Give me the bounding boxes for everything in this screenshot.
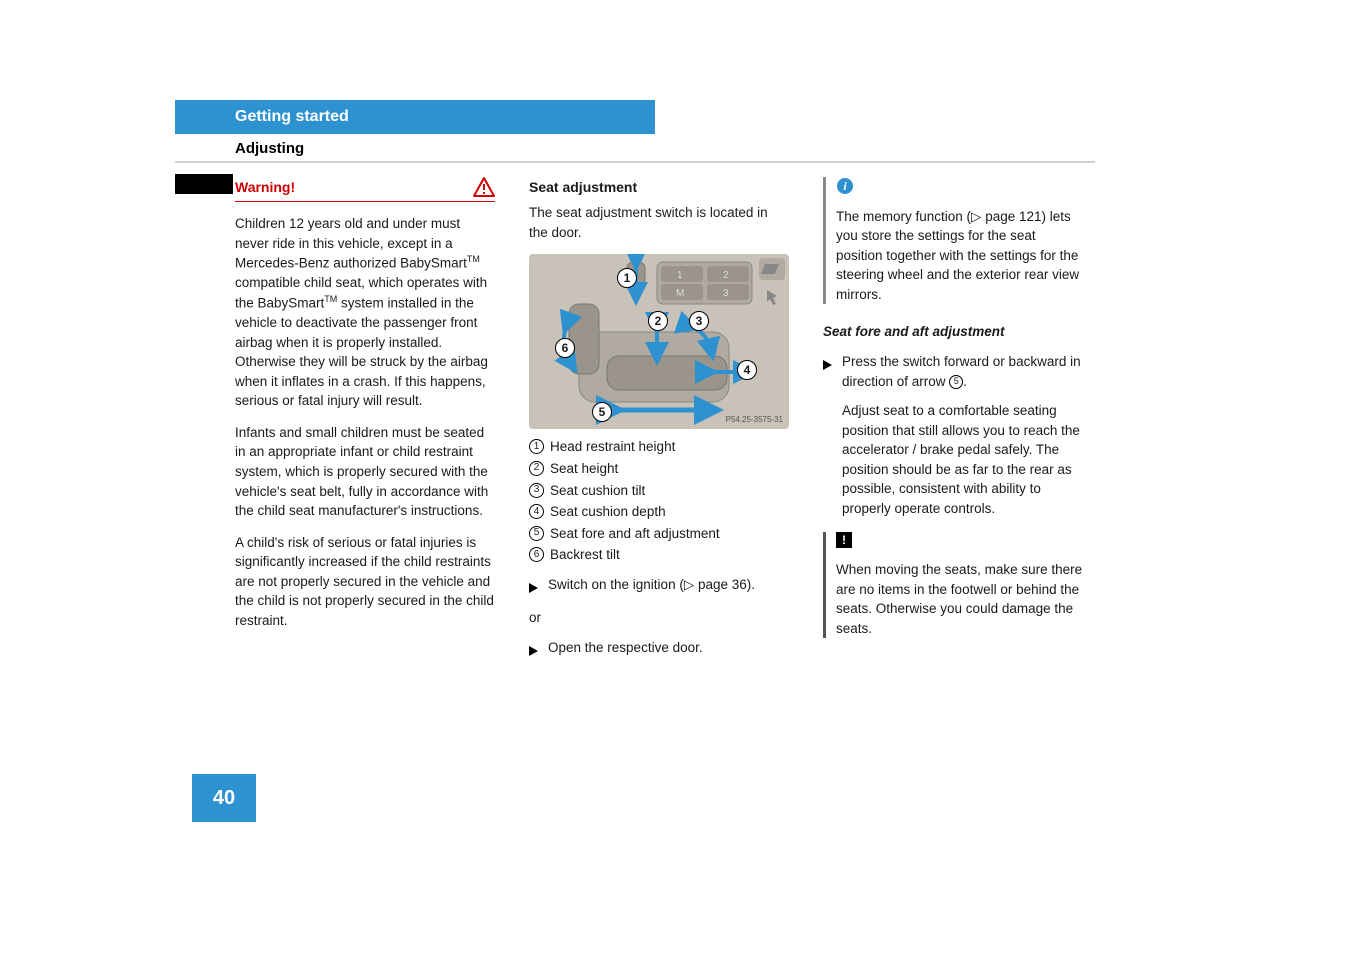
diagram-ref: P54.25-3575-31 (726, 414, 783, 426)
column-3: i The memory function (▷ page 121) lets … (823, 177, 1083, 671)
column-2: Seat adjustment The seat adjustment swit… (529, 177, 789, 671)
step-line: Press the switch forward or backward in … (842, 352, 1083, 391)
text: The memory function ( (836, 209, 971, 224)
play-icon (529, 642, 538, 662)
page-content: Getting started Adjusting Warning! Child… (175, 100, 1175, 671)
svg-text:2: 2 (723, 270, 729, 281)
seat-switch-diagram: 1 2 M 3 (529, 254, 789, 429)
legend-number: 1 (529, 439, 544, 454)
legend-label: Seat cushion tilt (550, 481, 645, 501)
warning-paragraph-3: A child's risk of serious or fatal injur… (235, 533, 495, 631)
text: . (963, 374, 967, 389)
text: system installed in the vehicle to deact… (235, 296, 488, 409)
seat-adjustment-title: Seat adjustment (529, 177, 789, 197)
play-icon (529, 579, 538, 599)
chapter-header: Getting started (175, 100, 655, 134)
caution-text: When moving the seats, make sure there a… (836, 560, 1083, 638)
legend-item: 6 Backrest tilt (529, 545, 789, 565)
page-ref-icon: ▷ (684, 577, 694, 592)
legend-number: 4 (529, 504, 544, 519)
content-columns: Warning! Children 12 years old and under… (175, 177, 1175, 671)
text: Children 12 years old and under must nev… (235, 216, 467, 271)
section-header: Adjusting (175, 134, 1095, 163)
legend-number: 5 (529, 526, 544, 541)
exclamation-icon: ! (836, 532, 1083, 554)
warning-header: Warning! (235, 177, 495, 202)
step-body: Press the switch forward or backward in … (842, 352, 1083, 519)
play-icon (823, 356, 832, 376)
step-press-switch: Press the switch forward or backward in … (823, 352, 1083, 519)
info-icon: i (836, 177, 1083, 201)
legend-label: Seat fore and aft adjustment (550, 524, 720, 544)
text: page 36). (694, 577, 755, 592)
info-note: i The memory function (▷ page 121) lets … (823, 177, 1083, 304)
svg-text:M: M (676, 288, 684, 299)
legend-item: 4 Seat cushion depth (529, 502, 789, 522)
warning-triangle-icon (473, 177, 495, 197)
svg-text:!: ! (842, 533, 846, 547)
legend-number: 6 (529, 547, 544, 562)
step-text: Switch on the ignition (▷ page 36). (548, 575, 755, 595)
page-ref-icon: ▷ (971, 209, 981, 224)
legend-label: Seat height (550, 459, 618, 479)
text: Switch on the ignition ( (548, 577, 684, 592)
trademark: TM (324, 294, 337, 304)
caution-note: ! When moving the seats, make sure there… (823, 532, 1083, 638)
warning-paragraph-1: Children 12 years old and under must nev… (235, 214, 495, 411)
callout-ref: 5 (949, 375, 963, 389)
legend-item: 1 Head restraint height (529, 437, 789, 457)
legend-item: 5 Seat fore and aft adjustment (529, 524, 789, 544)
trademark: TM (467, 254, 480, 264)
warning-title: Warning! (235, 177, 295, 197)
step-detail: Adjust seat to a comfortable seating pos… (842, 401, 1083, 518)
legend-label: Backrest tilt (550, 545, 620, 565)
step-ignition: Switch on the ignition (▷ page 36). (529, 575, 789, 599)
column-1: Warning! Children 12 years old and under… (235, 177, 495, 671)
page-number: 40 (192, 774, 256, 822)
svg-text:3: 3 (723, 288, 729, 299)
legend-label: Head restraint height (550, 437, 675, 457)
legend-label: Seat cushion depth (550, 502, 666, 522)
diagram-legend: 1 Head restraint height 2 Seat height 3 Seat … (529, 437, 789, 564)
legend-number: 2 (529, 461, 544, 476)
svg-text:1: 1 (677, 270, 683, 281)
seat-fore-aft-title: Seat fore and aft adjustment (823, 322, 1083, 342)
info-text: The memory function (▷ page 121) lets yo… (836, 207, 1083, 305)
or-separator: or (529, 608, 789, 628)
seat-adjustment-intro: The seat adjustment switch is located in… (529, 203, 789, 242)
legend-number: 3 (529, 483, 544, 498)
legend-item: 2 Seat height (529, 459, 789, 479)
legend-item: 3 Seat cushion tilt (529, 481, 789, 501)
warning-paragraph-2: Infants and small children must be seate… (235, 423, 495, 521)
step-text: Open the respective door. (548, 638, 703, 658)
step-open-door: Open the respective door. (529, 638, 789, 662)
